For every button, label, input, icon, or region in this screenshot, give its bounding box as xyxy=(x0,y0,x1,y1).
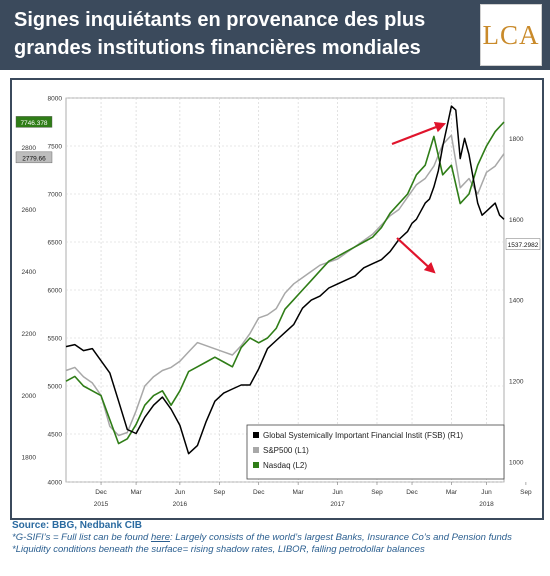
line-chart: 4000 4500 5000 5500 6000 6500 7000 7500 8000 1800… xyxy=(15,96,541,508)
nasdaq-tick-label: 5000 xyxy=(48,384,63,391)
fsb-tick-label: 1800 xyxy=(509,136,524,143)
year-label: 2015 xyxy=(94,501,109,508)
legend-box xyxy=(246,424,505,480)
gsifi-note: *G-SIFI’s = Full list can be found here:… xyxy=(12,532,548,544)
nasdaq-tick-label: 5500 xyxy=(48,336,63,343)
gsifi-note-suffix: : Largely consists of the world’s larges… xyxy=(169,532,512,543)
sp500-line xyxy=(65,134,505,437)
page-title: Signes inquiétants en provenance des plu… xyxy=(14,9,426,59)
fsb-tick-label: 1400 xyxy=(509,298,524,305)
gsifi-link[interactable]: here xyxy=(150,532,170,543)
sp500-tick-label: 2800 xyxy=(22,145,37,152)
nasdaq-tick-label: 7500 xyxy=(48,144,63,151)
sp500-value-tag: 2779.66 xyxy=(22,155,46,162)
fsb-line xyxy=(65,105,505,455)
legend-label: S&P500 (L1) xyxy=(263,446,309,455)
nasdaq-tick-label: 6000 xyxy=(48,288,63,295)
footnotes: Source: BBG, Nedbank CIB *G-SIFI’s = Ful… xyxy=(12,519,548,556)
fsb-tick-label: 1000 xyxy=(509,459,524,466)
source-note: Source: BBG, Nedbank CIB xyxy=(12,520,143,531)
x-tick-label: Jun xyxy=(175,489,186,496)
fsb-tick-label: 1200 xyxy=(509,378,524,385)
header-banner: Signes inquiétants en provenance des plu… xyxy=(0,0,550,70)
gsifi-note-prefix: *G-SIFI’s = Full list can be found xyxy=(12,532,151,543)
nasdaq-tick-label: 6500 xyxy=(48,240,63,247)
fsb-value-tag: 1537.2982 xyxy=(508,242,539,249)
x-tick-label: Mar xyxy=(293,489,305,496)
chart-frame: 4000 4500 5000 5500 6000 6500 7000 7500 8000 1800… xyxy=(10,78,544,520)
nasdaq-tick-label: 4000 xyxy=(48,480,63,487)
x-tick-label: Dec xyxy=(95,489,107,496)
x-tick-label: Mar xyxy=(130,489,142,496)
down-arrow-annotation xyxy=(396,237,436,274)
sp500-tick-label: 2000 xyxy=(22,393,37,400)
nasdaq-line xyxy=(65,121,505,445)
x-tick-label: Mar xyxy=(446,489,458,496)
x-tick-label: Sep xyxy=(520,489,532,496)
nasdaq-value-tag-box xyxy=(15,116,53,128)
nasdaq-tick-label: 4500 xyxy=(48,432,63,439)
sp500-tick-label: 2200 xyxy=(22,331,37,338)
sp500-tick-label: 2600 xyxy=(22,207,37,214)
legend-swatch xyxy=(253,432,259,438)
nasdaq-tick-label: 8000 xyxy=(48,96,63,103)
x-tick-label: Sep xyxy=(371,489,383,496)
x-tick-label: Jun xyxy=(481,489,492,496)
liquidity-note: *Liquidity conditions beneath the surfac… xyxy=(12,544,425,555)
sp500-tick-label: 1800 xyxy=(22,455,37,462)
legend-swatch xyxy=(253,462,259,468)
legend-label: Nasdaq (L2) xyxy=(263,461,307,470)
year-label: 2018 xyxy=(479,501,494,508)
nasdaq-value-tag: 7746.378 xyxy=(20,120,47,127)
logo-text: LCA xyxy=(482,19,540,50)
fsb-value-tag-box xyxy=(505,238,541,250)
x-tick-label: Dec xyxy=(253,489,265,496)
legend-label: Global Systemically Important Financial … xyxy=(263,431,463,440)
x-tick-label: Dec xyxy=(406,489,418,496)
nasdaq-tick-label: 7000 xyxy=(48,192,63,199)
year-label: 2017 xyxy=(330,501,345,508)
x-tick-label: Sep xyxy=(214,489,226,496)
fsb-tick-label: 1600 xyxy=(509,217,524,224)
brand-logo: LCA xyxy=(480,4,542,66)
legend-swatch xyxy=(253,447,259,453)
year-label: 2016 xyxy=(173,501,188,508)
up-arrow-annotation xyxy=(391,122,447,146)
sp500-tick-label: 2400 xyxy=(22,269,37,276)
sp500-value-tag-box xyxy=(15,151,53,164)
x-tick-label: Jun xyxy=(332,489,343,496)
